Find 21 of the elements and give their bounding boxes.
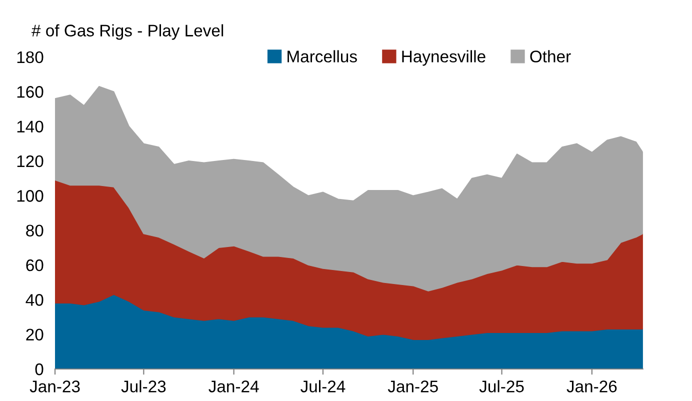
y-tick-label: 80 [26, 224, 44, 237]
x-tick-label: Jul-24 [300, 380, 346, 392]
y-tick-label: 120 [17, 155, 44, 168]
legend-label: Other [530, 50, 571, 62]
y-tick-label: 160 [17, 86, 44, 98]
y-tick-label: 60 [26, 259, 44, 272]
x-tick-label: Jan-25 [388, 380, 438, 392]
x-tick-label: Jan-24 [208, 380, 259, 392]
legend-label: Haynesville [402, 50, 486, 66]
y-tick-label: 140 [17, 120, 44, 132]
y-tick-label: 100 [17, 190, 44, 202]
y-tick-label: 20 [26, 328, 44, 341]
y-axis-title: # of Gas Rigs - Play Level [32, 24, 224, 40]
x-tick-label: Jul-25 [479, 380, 524, 392]
x-tick-label: Jul-23 [121, 380, 166, 392]
x-tick-label: Jan-23 [30, 380, 80, 392]
x-tick-label: Jan-26 [566, 380, 617, 392]
y-tick-label: 180 [17, 51, 44, 64]
y-tick-label: 0 [35, 363, 44, 376]
legend-label: Marcellus [288, 50, 357, 62]
y-tick-label: 40 [26, 294, 44, 306]
